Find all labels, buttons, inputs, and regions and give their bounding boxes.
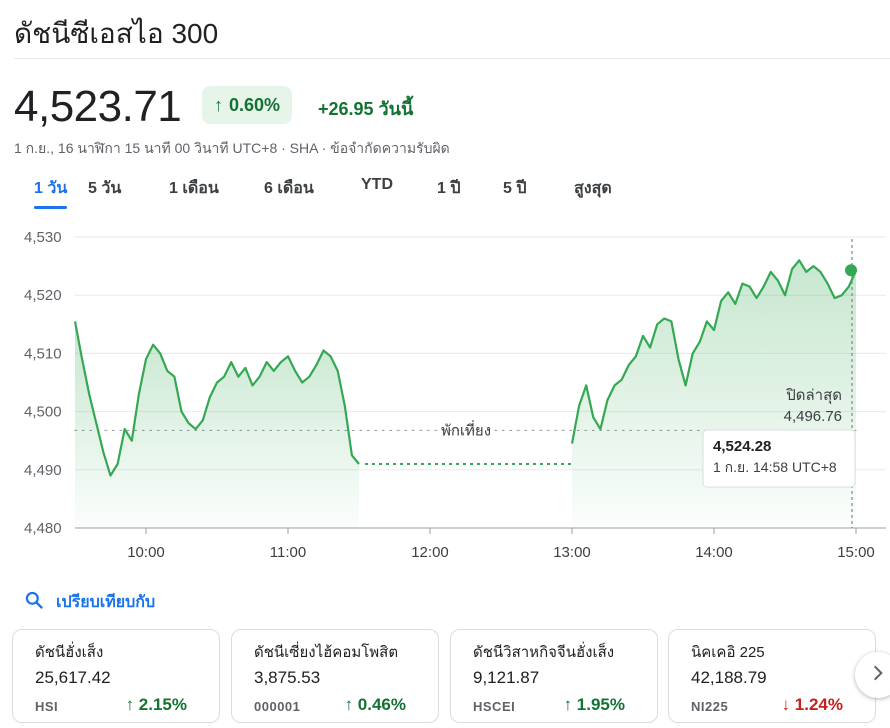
tab-0[interactable]: 1 วัน [34,172,68,209]
x-tick-label: 15:00 [837,544,875,561]
index-name: ดัชนีวิสาหกิจจีนฮั่งเส็ง [473,644,615,661]
tab-6[interactable]: 5 ปี [503,180,527,197]
tab-7[interactable]: สูงสุด [574,180,612,197]
tooltip-box [702,429,856,488]
y-tick-label: 4,490 [24,462,62,479]
up-arrow-icon: ↑ [214,94,223,115]
tab-5[interactable]: 1 ปี [437,180,461,197]
previous-close-label: ปิดล่าสุด [785,387,842,405]
index-name: ดัชนีฮั่งเส็ง [35,644,104,661]
y-tick-label: 4,530 [24,229,62,246]
x-tick-label: 11:00 [270,544,306,561]
y-tick-label: 4,500 [24,404,62,421]
x-tick-label: 13:00 [553,544,591,561]
price-chart[interactable]: 4,530 4,520 4,510 4,500 4,490 4,480 10:00 11:00… [0,220,890,570]
x-tick-label: 12:00 [411,544,449,561]
percent-change: 0.60% [229,94,281,115]
lunch-break-label: พักเที่ยง [441,419,491,439]
index-card[interactable]: ดัชนีฮั่งเส็ง 25,617.42 HSI ↑ 2.15% [12,629,220,723]
index-change: ↑ 0.46% [344,695,406,714]
compare-button[interactable]: เปรียบเทียบกับ [24,590,155,615]
index-value: 42,188.79 [691,668,767,687]
absolute-change: +26.95 วันนี้ [318,99,414,119]
index-name: ดัชนีเซี่ยงไฮ้คอมโพสิต [254,644,399,661]
previous-close-value: 4,496.76 [784,408,842,425]
chevron-right-icon [868,663,888,688]
page-title: ดัชนีซีเอสไอ 300 [14,18,219,49]
index-card[interactable]: นิคเคอิ 225 42,188.79 NI225 ↓ 1.24% [668,629,876,723]
tab-3[interactable]: 6 เดือน [264,180,314,197]
index-change: ↓ 1.24% [781,695,843,714]
divider [14,58,890,59]
x-tick-label: 14:00 [695,544,733,561]
tab-4[interactable]: YTD [361,176,393,193]
compare-label: เปรียบเทียบกับ [56,594,156,611]
tooltip-value: 4,524.28 [713,438,771,455]
x-tick-label: 10:00 [127,544,165,561]
index-card[interactable]: ดัชนีวิสาหกิจจีนฮั่งเส็ง 9,121.87 HSCEI ↑ 1… [450,629,658,723]
tooltip-time: 1 ก.ย. 14:58 UTC+8 [713,459,837,475]
tab-2[interactable]: 1 เดือน [169,180,219,197]
y-tick-label: 4,480 [24,520,62,537]
quote-meta: 1 ก.ย., 16 นาฬิกา 15 นาที 00 วินาที UTC+… [14,140,450,156]
index-value: 3,875.53 [254,668,321,687]
index-symbol: NI225 [691,699,729,714]
index-value: 25,617.42 [35,668,111,687]
index-name: นิคเคอิ 225 [691,644,765,661]
index-change: ↑ 1.95% [563,695,625,714]
y-tick-label: 4,520 [24,287,62,304]
price-line-morning [73,321,360,477]
index-change: ↑ 2.15% [125,695,187,714]
hover-point [845,264,857,277]
search-icon [24,590,44,615]
y-tick-label: 4,510 [24,345,62,362]
index-card[interactable]: ดัชนีเซี่ยงไฮ้คอมโพสิต 3,875.53 000001 ↑ 0.… [231,629,439,723]
index-symbol: HSI [35,699,59,714]
current-price: 4,523.71 [14,82,182,131]
next-button[interactable] [855,652,890,698]
index-symbol: HSCEI [473,699,516,714]
index-symbol: 000001 [254,699,301,714]
percent-change-badge: ↑ 0.60% [202,86,293,124]
price-line-afternoon [570,259,858,444]
index-value: 9,121.87 [473,668,540,687]
tab-1[interactable]: 5 วัน [88,180,122,197]
area-fill-morning [75,321,359,528]
